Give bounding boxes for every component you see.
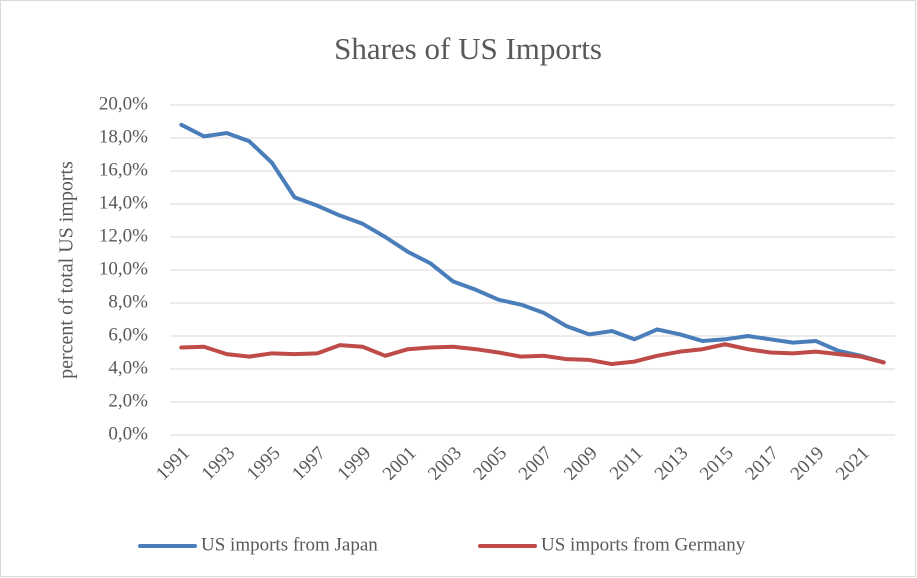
legend-label: US imports from Japan <box>201 534 378 555</box>
chart-title: Shares of US Imports <box>334 31 602 66</box>
y-tick-label: 16,0% <box>99 159 148 180</box>
y-tick-label: 2,0% <box>108 390 148 411</box>
y-tick-label: 4,0% <box>108 357 148 378</box>
y-tick-label: 18,0% <box>99 126 148 147</box>
y-tick-label: 8,0% <box>108 291 148 312</box>
y-tick-label: 6,0% <box>108 324 148 345</box>
y-tick-label: 0,0% <box>108 423 148 444</box>
legend-label: US imports from Germany <box>541 534 746 555</box>
y-tick-label: 12,0% <box>99 225 148 246</box>
y-axis-label: percent of total US imports <box>56 161 78 379</box>
line-series <box>179 342 886 367</box>
y-tick-label: 20,0% <box>99 93 148 114</box>
y-tick-label: 10,0% <box>99 258 148 279</box>
y-tick-label: 14,0% <box>99 192 148 213</box>
line-series <box>179 122 886 365</box>
